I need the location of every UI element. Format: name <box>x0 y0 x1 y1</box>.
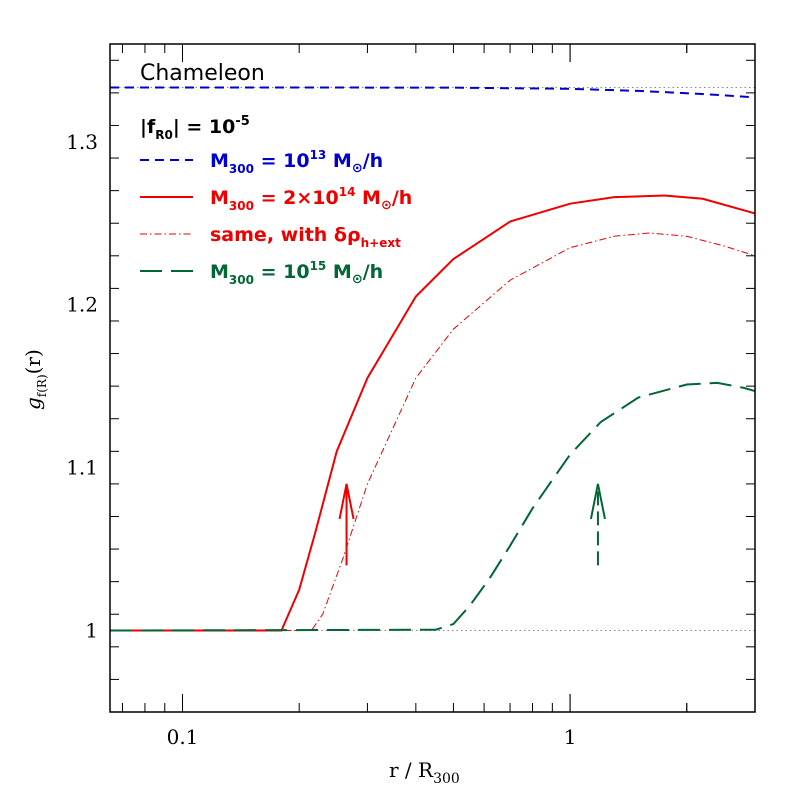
legend-label-0-sub: 300 <box>229 162 254 176</box>
arrow-layer <box>338 483 606 566</box>
param-label: |fR0| = 10-5 <box>140 114 250 142</box>
legend-label-1-tail: M <box>355 187 381 209</box>
legend-label-0: M300 = 1013 M⊙/h <box>210 148 383 176</box>
legend-label-3-mid: = 10 <box>254 261 310 283</box>
x-axis-label-main: r / R <box>389 758 434 782</box>
y-axis-label-suffix: (r) <box>21 349 45 374</box>
legend-label-1-mid: = 2×10 <box>254 187 339 209</box>
series-line-0 <box>110 86 756 99</box>
legend-label-3-tail: M <box>326 261 352 283</box>
x-tick-label-1: 1 <box>564 725 577 749</box>
series-line-3 <box>109 381 756 632</box>
y-tick-label-0: 1 <box>85 619 98 643</box>
legend-label-1-sup: 14 <box>339 185 356 199</box>
arrow-head-0 <box>338 483 355 520</box>
legend-label-0-main: M <box>210 150 229 172</box>
legend-label-3-odot: ⊙ <box>352 272 363 287</box>
legend-label-3-main: M <box>210 261 229 283</box>
legend-label-1-sub: 300 <box>229 199 254 213</box>
y-tick-label-2: 1.2 <box>66 293 98 317</box>
x-tick-label-0: 0.1 <box>167 725 199 749</box>
arrow-head-1 <box>589 483 606 520</box>
y-tick-label-3: 1.3 <box>66 130 98 154</box>
legend-label-0-mid: = 10 <box>254 150 310 172</box>
series-line-1 <box>110 194 756 632</box>
x-axis-label: r / R300 <box>389 758 460 787</box>
legend-label-1-end: /h <box>392 187 412 209</box>
series-layer <box>109 86 756 632</box>
legend-label-2-main: same, with δρ <box>210 224 361 246</box>
legend-label-3: M300 = 1015 M⊙/h <box>210 259 383 287</box>
param-rest: | = 10 <box>173 116 236 138</box>
legend-label-0-tail: M <box>326 150 352 172</box>
legend-label-3-end: /h <box>363 261 383 283</box>
legend-label-2-sub: h+ext <box>361 236 401 250</box>
legend-label-2: same, with δρh+ext <box>210 224 401 250</box>
y-tick-label-1: 1.1 <box>66 456 98 480</box>
legend-label-0-end: /h <box>363 150 383 172</box>
param-sub: R0 <box>155 128 173 142</box>
chart-annotation-title: Chameleon <box>140 61 265 86</box>
legend-label-1: M300 = 2×1014 M⊙/h <box>210 185 412 213</box>
plot-frame <box>109 43 756 713</box>
legend-label-0-sup: 13 <box>310 148 327 162</box>
y-axis-label-main: g <box>21 397 45 410</box>
param-main: |f <box>140 116 156 138</box>
legend-label-3-sub: 300 <box>229 273 254 287</box>
y-axis-label-sub: f(R) <box>35 374 49 397</box>
ticks: 0.1 1 1 1.1 1.2 1.3 <box>66 44 756 749</box>
legend-label-0-odot: ⊙ <box>352 161 363 176</box>
y-axis-label: gf(R)(r) <box>21 349 49 410</box>
legend-label-3-sup: 15 <box>310 259 327 273</box>
legend-label-1-main: M <box>210 187 229 209</box>
param-exp: -5 <box>235 114 249 129</box>
legend-label-1-odot: ⊙ <box>381 198 392 213</box>
x-axis-label-sub: 300 <box>433 771 460 787</box>
